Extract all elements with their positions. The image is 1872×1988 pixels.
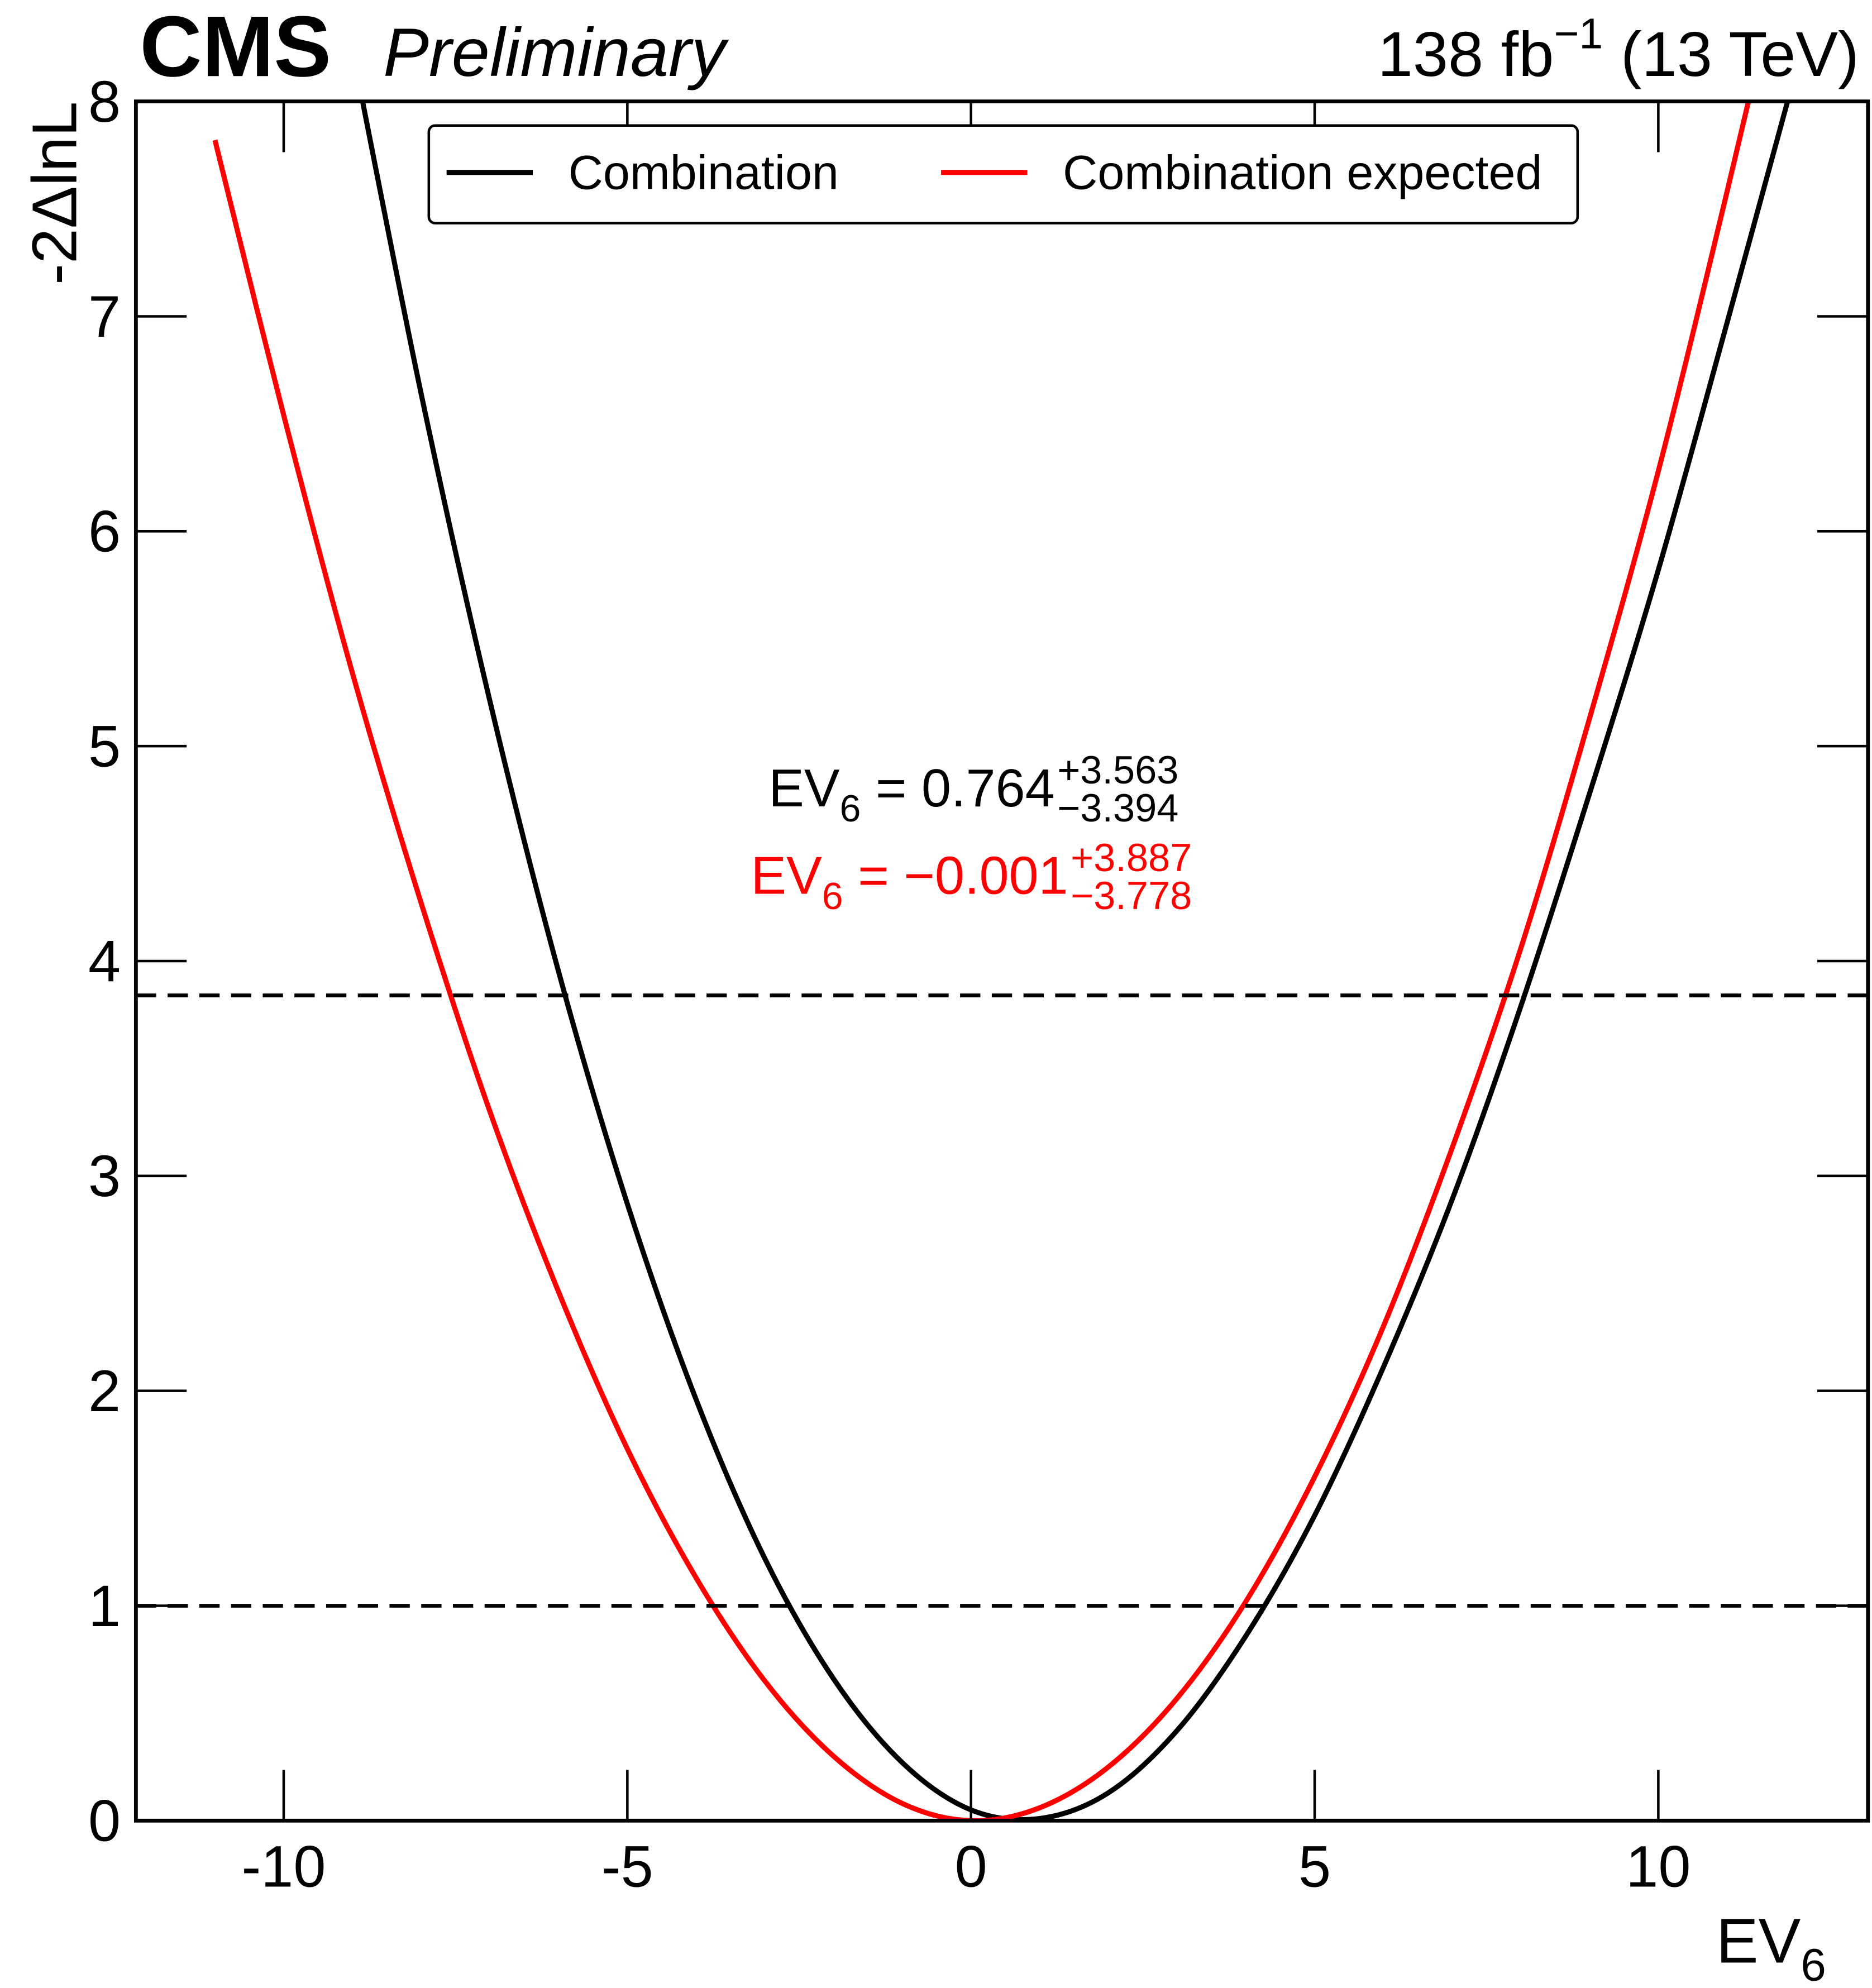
annotation-up: +3.887 xyxy=(1071,835,1192,880)
x-tick-label: 5 xyxy=(1298,1834,1331,1899)
y-axis-title: -2ΔlnL xyxy=(20,102,90,285)
curve xyxy=(360,101,1790,1821)
legend-label: Combination expected xyxy=(1063,146,1542,199)
annotation-main: EV xyxy=(751,847,823,906)
plot-area xyxy=(212,101,1790,1821)
y-tick-label: 7 xyxy=(88,284,121,350)
lumi-main: 138 fb xyxy=(1378,19,1554,90)
annotation-sub: 6 xyxy=(839,787,861,830)
y-tick-label: 5 xyxy=(88,714,121,779)
y-tick-label: 6 xyxy=(88,499,121,565)
plot-frame xyxy=(133,99,1870,1823)
x-axis-title: EV6 xyxy=(1716,1906,1826,1988)
annotation: EV6 = −0.001 xyxy=(751,847,1068,917)
x-tick-label: 10 xyxy=(1626,1834,1690,1899)
curve xyxy=(212,101,1751,1821)
experiment-label: CMS xyxy=(140,0,331,94)
annotation-down: −3.394 xyxy=(1057,786,1178,830)
annotation-main: EV xyxy=(768,759,840,818)
x-tick-label: -10 xyxy=(242,1834,326,1899)
lumi-label: 138 fb−1 (13 TeV) xyxy=(1378,9,1859,90)
annotation: EV6 = 0.764 xyxy=(768,759,1054,830)
y-tick-label: 3 xyxy=(88,1144,121,1209)
x-tick-label: 0 xyxy=(955,1834,987,1899)
annotation-eq: = 0.764 xyxy=(861,759,1054,818)
y-tick-label: 4 xyxy=(88,929,121,994)
lumi-sup: −1 xyxy=(1554,9,1603,58)
x-title-main: EV xyxy=(1716,1906,1801,1977)
x-title-sub: 6 xyxy=(1801,1939,1826,1988)
annotation-down: −3.778 xyxy=(1071,873,1192,917)
y-tick-label: 2 xyxy=(88,1359,121,1424)
y-tick-label: 8 xyxy=(88,69,121,135)
annotation-sub: 6 xyxy=(822,875,843,917)
lumi-tail: (13 TeV) xyxy=(1603,19,1859,90)
status-label: Preliminary xyxy=(383,14,729,90)
annotation-eq: = −0.001 xyxy=(843,847,1068,906)
y-tick-label: 1 xyxy=(88,1574,121,1639)
legend-label: Combination xyxy=(569,146,839,199)
x-tick-label: -5 xyxy=(601,1834,653,1899)
y-tick-label: 0 xyxy=(88,1789,121,1854)
annotation-up: +3.563 xyxy=(1057,748,1178,792)
